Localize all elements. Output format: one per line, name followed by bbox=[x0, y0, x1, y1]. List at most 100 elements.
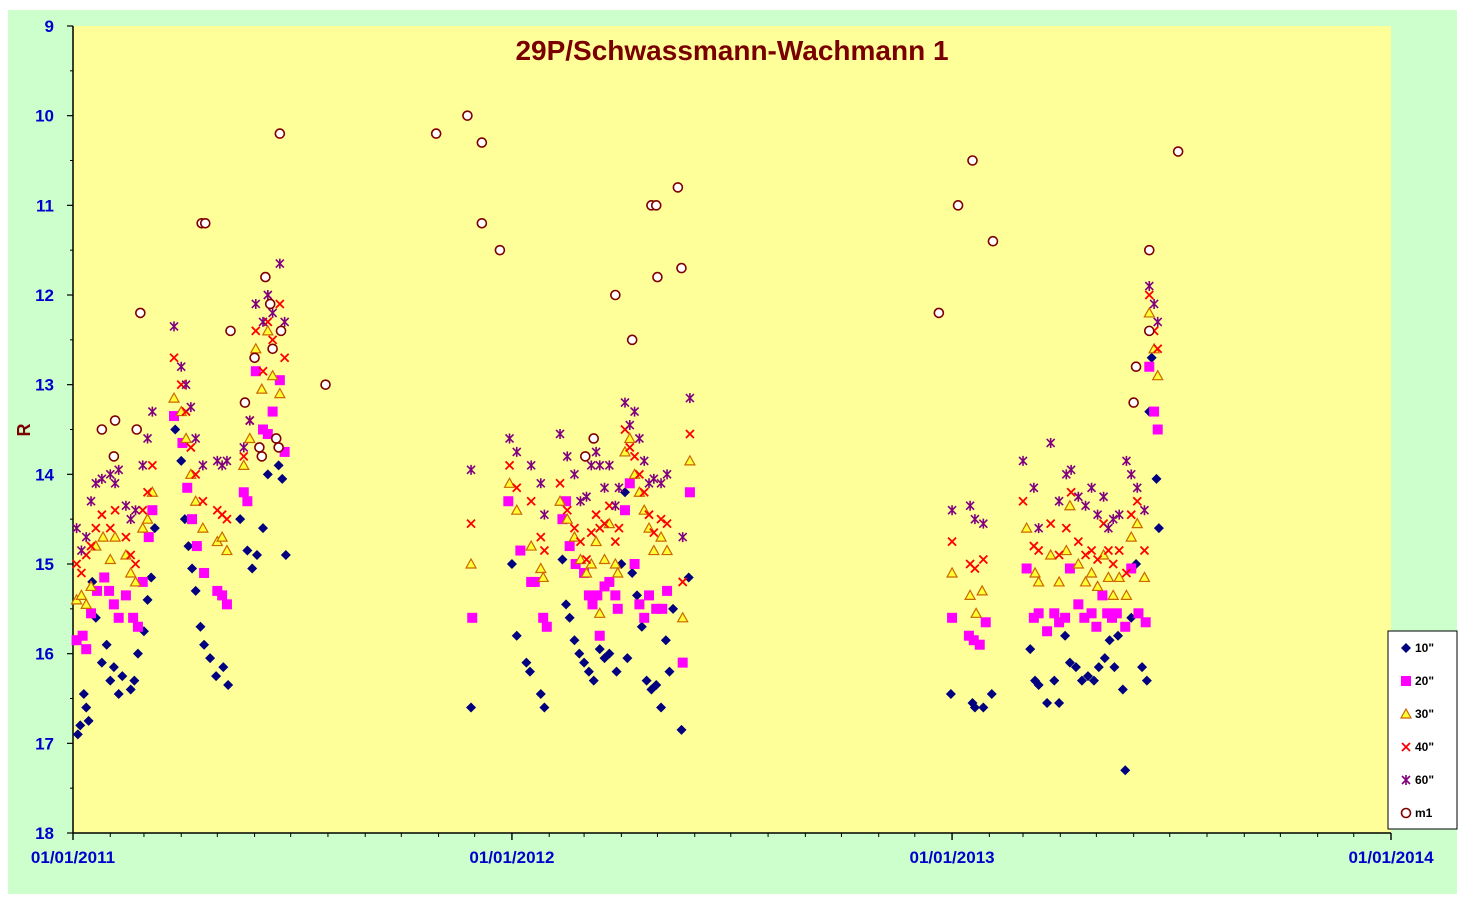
data-point bbox=[1103, 545, 1114, 556]
data-point bbox=[211, 671, 222, 682]
data-point bbox=[132, 621, 143, 632]
data-point bbox=[1143, 244, 1155, 256]
legend-label: 30" bbox=[1415, 707, 1434, 721]
data-point bbox=[239, 397, 251, 408]
data-point bbox=[86, 608, 97, 619]
data-point bbox=[651, 680, 662, 691]
data-point bbox=[108, 451, 120, 462]
legend-marker bbox=[1399, 707, 1413, 719]
data-point bbox=[1099, 653, 1110, 664]
data-point bbox=[610, 590, 621, 601]
data-point bbox=[1151, 473, 1162, 484]
data-point bbox=[280, 550, 291, 561]
data-point bbox=[128, 612, 139, 623]
data-point bbox=[629, 559, 640, 569]
data-point bbox=[639, 487, 649, 497]
data-point bbox=[258, 523, 269, 534]
data-point bbox=[586, 527, 596, 538]
data-point bbox=[634, 599, 645, 610]
data-point bbox=[476, 137, 488, 148]
data-point bbox=[275, 299, 285, 309]
data-point bbox=[465, 557, 478, 569]
y-axis-label: R bbox=[14, 424, 34, 437]
data-point bbox=[132, 648, 143, 659]
chart-title: 29P/Schwassmann-Wachmann 1 bbox=[515, 35, 948, 66]
data-point bbox=[1091, 621, 1102, 632]
data-point bbox=[1132, 482, 1142, 493]
data-point bbox=[262, 428, 273, 439]
data-point bbox=[263, 290, 273, 300]
data-point bbox=[561, 496, 572, 507]
data-point bbox=[574, 648, 585, 659]
data-point bbox=[1060, 612, 1071, 623]
data-point bbox=[235, 514, 246, 525]
data-point bbox=[581, 491, 592, 502]
data-point bbox=[1172, 146, 1184, 157]
data-point bbox=[683, 572, 694, 583]
data-point bbox=[169, 411, 180, 422]
data-point bbox=[189, 494, 202, 506]
data-point bbox=[1099, 491, 1109, 502]
data-point bbox=[1082, 671, 1093, 682]
data-point bbox=[656, 514, 666, 524]
data-point bbox=[77, 630, 88, 641]
data-point bbox=[676, 724, 687, 735]
data-point bbox=[251, 298, 261, 309]
data-point bbox=[526, 460, 536, 471]
data-point bbox=[1054, 617, 1065, 628]
data-point bbox=[71, 635, 82, 646]
data-point bbox=[1072, 557, 1085, 569]
data-point bbox=[590, 535, 603, 547]
data-point bbox=[611, 666, 622, 677]
data-point bbox=[142, 487, 153, 497]
data-point bbox=[222, 455, 232, 466]
data-point bbox=[91, 478, 101, 489]
data-point bbox=[195, 621, 206, 632]
data-point bbox=[594, 644, 605, 655]
data-point bbox=[1149, 406, 1160, 417]
data-point bbox=[205, 653, 216, 664]
data-point bbox=[80, 598, 93, 609]
data-point bbox=[604, 576, 615, 587]
data-point bbox=[99, 572, 110, 583]
data-point bbox=[76, 545, 86, 556]
data-point bbox=[1120, 589, 1133, 600]
data-point bbox=[146, 572, 157, 583]
data-point bbox=[1018, 455, 1028, 466]
data-point bbox=[81, 532, 91, 543]
data-point bbox=[649, 473, 659, 484]
data-point bbox=[639, 455, 649, 466]
data-point bbox=[1126, 469, 1136, 480]
x-tick-label: 01/01/2014 bbox=[1348, 848, 1434, 867]
legend-marker bbox=[1401, 775, 1411, 785]
plot-area bbox=[73, 26, 1391, 833]
data-point bbox=[109, 415, 121, 426]
data-point bbox=[75, 720, 86, 731]
data-point bbox=[662, 585, 673, 596]
data-point bbox=[634, 469, 645, 479]
data-point bbox=[1086, 608, 1097, 619]
data-point bbox=[104, 553, 117, 565]
data-point bbox=[506, 559, 517, 569]
data-point bbox=[142, 433, 153, 444]
data-point bbox=[538, 612, 549, 623]
y-tick-label: 9 bbox=[45, 17, 54, 36]
data-point bbox=[494, 244, 506, 256]
data-point bbox=[1141, 675, 1152, 686]
data-point bbox=[108, 599, 119, 610]
data-point bbox=[952, 200, 964, 211]
data-point bbox=[684, 487, 695, 498]
data-point bbox=[1111, 608, 1122, 619]
data-point bbox=[113, 689, 124, 700]
data-point bbox=[71, 559, 82, 569]
data-point bbox=[187, 514, 198, 525]
data-point bbox=[987, 235, 999, 247]
data-point bbox=[250, 366, 261, 377]
data-point bbox=[1091, 580, 1104, 592]
data-point bbox=[511, 630, 522, 641]
data-point bbox=[974, 639, 985, 650]
data-point bbox=[1137, 662, 1148, 673]
data-point bbox=[620, 397, 630, 408]
data-point bbox=[625, 442, 635, 453]
data-point bbox=[130, 505, 141, 516]
